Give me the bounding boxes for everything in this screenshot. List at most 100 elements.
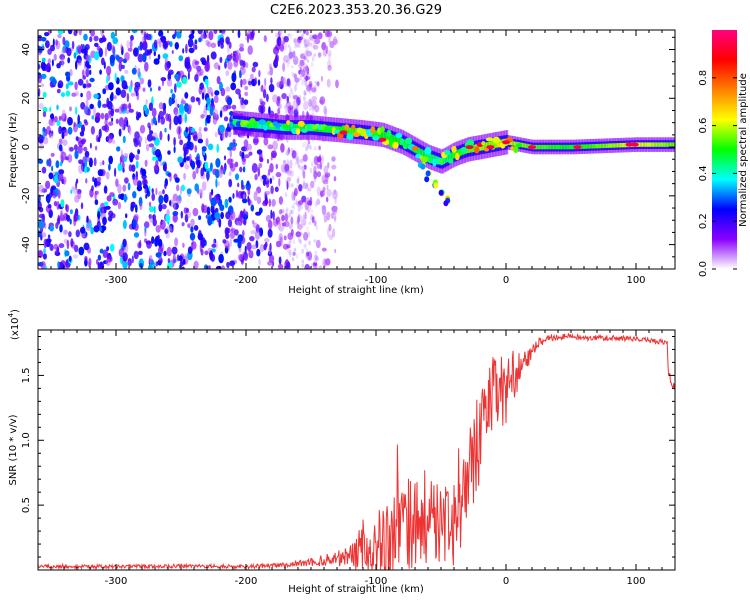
noise-speckle [326, 211, 331, 221]
noise-speckle [278, 30, 283, 35]
noise-speckle [237, 182, 240, 188]
noise-speckle [70, 189, 73, 194]
noise-speckle [306, 31, 310, 36]
signal-core [615, 143, 618, 148]
signal-core [467, 145, 470, 154]
noise-speckle [294, 59, 298, 65]
noise-speckle [328, 34, 331, 44]
noise-speckle [82, 69, 85, 77]
noise-speckle [144, 61, 149, 72]
noise-speckle [96, 45, 101, 51]
heatmap-y-tick-label: -20 [21, 188, 32, 204]
noise-speckle [248, 250, 254, 257]
noise-speckle [121, 161, 125, 170]
signal-core [649, 142, 652, 147]
noise-speckle [73, 121, 76, 127]
noise-speckle [306, 226, 309, 231]
noise-speckle [58, 125, 63, 135]
noise-speckle [294, 44, 297, 49]
noise-speckle [155, 160, 159, 167]
noise-speckle [97, 99, 102, 109]
noise-speckle [164, 127, 167, 133]
noise-speckle [110, 31, 116, 40]
noise-speckle [142, 87, 146, 92]
noise-speckle [92, 106, 96, 117]
noise-speckle [174, 177, 180, 183]
noise-speckle [84, 157, 88, 168]
noise-speckle [48, 172, 54, 180]
noise-speckle [185, 61, 191, 70]
noise-speckle [187, 126, 192, 133]
noise-speckle [163, 193, 169, 204]
signal-core [289, 123, 292, 132]
signal-blob [380, 126, 385, 133]
noise-speckle [321, 42, 327, 51]
noise-speckle [303, 100, 309, 111]
noise-speckle [206, 206, 211, 215]
noise-speckle [267, 228, 273, 238]
noise-speckle [218, 65, 221, 71]
noise-speckle [57, 172, 64, 182]
noise-speckle [319, 96, 326, 105]
noise-speckle [303, 70, 307, 76]
noise-speckle [299, 74, 303, 81]
signal-core [428, 153, 431, 161]
noise-speckle [335, 205, 338, 211]
noise-speckle [291, 257, 295, 262]
noise-speckle [69, 106, 72, 112]
noise-speckle [296, 219, 299, 224]
noise-speckle [263, 238, 270, 243]
noise-speckle [171, 93, 176, 100]
noise-speckle [63, 212, 68, 221]
noise-speckle [266, 93, 269, 102]
noise-speckle [222, 132, 226, 140]
noise-speckle [167, 150, 171, 155]
signal-blob [286, 120, 291, 125]
noise-speckle [139, 239, 142, 249]
noise-speckle [164, 61, 170, 71]
noise-speckle [160, 35, 167, 44]
noise-speckle [299, 238, 302, 244]
noise-speckle [195, 159, 199, 165]
noise-speckle [168, 96, 173, 107]
noise-speckle [159, 130, 163, 141]
signal-core [376, 130, 379, 138]
noise-speckle [272, 94, 278, 103]
noise-speckle [61, 131, 65, 140]
noise-speckle [135, 204, 138, 213]
noise-speckle [137, 149, 141, 155]
noise-speckle [296, 41, 299, 48]
noise-speckle [288, 55, 292, 61]
signal-core [557, 144, 560, 150]
noise-speckle [334, 249, 337, 253]
noise-speckle [274, 32, 280, 38]
noise-speckle [151, 146, 156, 152]
signal-core [432, 154, 435, 163]
noise-speckle [306, 50, 313, 57]
noise-speckle [171, 246, 178, 255]
noise-speckle [283, 55, 289, 63]
noise-speckle [288, 253, 292, 258]
noise-speckle [298, 30, 303, 34]
noise-speckle [230, 82, 237, 91]
noise-speckle [198, 37, 202, 43]
noise-speckle [192, 207, 199, 217]
noise-speckle [251, 219, 255, 225]
noise-speckle [46, 159, 50, 167]
noise-speckle [38, 200, 42, 211]
signal-core [565, 144, 568, 150]
noise-speckle [228, 171, 232, 177]
noise-speckle [316, 171, 322, 178]
noise-speckle [184, 113, 187, 123]
noise-speckle [65, 90, 71, 97]
noise-speckle [197, 131, 203, 140]
noise-speckle [287, 249, 290, 255]
noise-speckle [87, 261, 91, 268]
noise-speckle [293, 97, 297, 103]
noise-speckle [312, 262, 318, 267]
noise-speckle [268, 219, 273, 230]
noise-speckle [48, 192, 53, 198]
noise-speckle [225, 211, 231, 220]
noise-speckle [299, 198, 303, 203]
noise-speckle [148, 143, 155, 148]
